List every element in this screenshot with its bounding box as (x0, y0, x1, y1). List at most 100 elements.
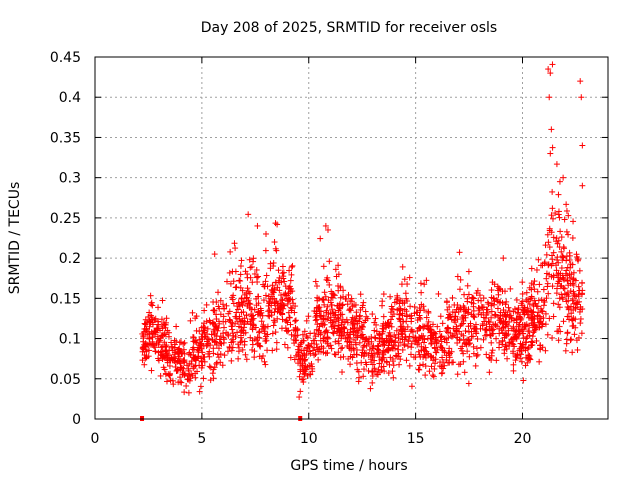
data-point (555, 337, 562, 344)
data-point (393, 327, 400, 334)
data-point (271, 239, 278, 246)
data-point (142, 321, 149, 328)
data-point (201, 358, 208, 365)
data-point (375, 346, 382, 353)
data-point (312, 317, 319, 324)
data-point (249, 337, 256, 344)
data-point (424, 335, 431, 342)
data-point (470, 343, 477, 350)
data-point (379, 355, 386, 362)
data-point (308, 363, 315, 370)
data-point (500, 307, 507, 314)
data-point (219, 362, 226, 369)
data-point (149, 302, 156, 309)
data-point (502, 318, 509, 325)
data-point (348, 295, 355, 302)
data-point (233, 284, 240, 291)
data-point (538, 307, 545, 314)
data-point (536, 281, 543, 288)
data-point (161, 366, 168, 373)
data-point (565, 212, 572, 219)
data-point (294, 346, 301, 353)
data-point (320, 349, 327, 356)
data-point (376, 360, 383, 367)
data-point (545, 261, 552, 268)
data-point (388, 338, 395, 345)
data-point (185, 389, 192, 396)
data-point (423, 277, 430, 284)
data-point (524, 311, 531, 318)
data-point (162, 348, 169, 355)
data-point (529, 315, 536, 322)
data-point (486, 332, 493, 339)
x-tick-label: 0 (91, 431, 100, 447)
data-point (491, 311, 498, 318)
data-point (447, 314, 454, 321)
data-point (338, 345, 345, 352)
data-point (238, 309, 245, 316)
data-point (338, 333, 345, 340)
data-point (263, 333, 270, 340)
data-point (518, 358, 525, 365)
data-point (570, 281, 577, 288)
data-point (262, 361, 269, 368)
data-point (216, 320, 223, 327)
data-point (530, 301, 537, 308)
data-point (240, 330, 247, 337)
data-point (565, 293, 572, 300)
data-point (266, 300, 273, 307)
data-point (275, 267, 282, 274)
data-point (221, 305, 228, 312)
data-point (462, 308, 469, 315)
data-point (400, 318, 407, 325)
data-point (493, 357, 500, 364)
data-point (486, 355, 493, 362)
data-point (332, 266, 339, 273)
data-point (461, 369, 468, 376)
data-point (443, 339, 450, 346)
data-point (460, 312, 467, 319)
data-point (335, 262, 342, 269)
data-point (369, 311, 376, 318)
data-point (380, 354, 387, 361)
data-point (402, 290, 409, 297)
data-point (561, 216, 568, 223)
data-point (550, 300, 557, 307)
data-point (486, 354, 493, 361)
data-point (194, 368, 201, 375)
data-point (238, 334, 245, 341)
data-point (486, 369, 493, 376)
data-point (367, 356, 374, 363)
data-point (554, 240, 561, 247)
data-point (528, 293, 535, 300)
data-point (470, 295, 477, 302)
grid-lines (95, 57, 608, 419)
data-point (159, 297, 166, 304)
data-point (387, 333, 394, 340)
data-point (174, 367, 181, 374)
data-point (418, 289, 425, 296)
data-point (422, 363, 429, 370)
data-point (535, 319, 542, 326)
data-point (227, 248, 234, 255)
data-point (308, 340, 315, 347)
data-point (579, 142, 586, 149)
data-point (196, 388, 203, 395)
data-point (526, 332, 533, 339)
data-point (146, 347, 153, 354)
data-point (344, 338, 351, 345)
data-point (388, 323, 395, 330)
data-point (262, 292, 269, 299)
data-point (388, 303, 395, 310)
data-point (307, 371, 314, 378)
data-point (422, 354, 429, 361)
data-point (406, 333, 413, 340)
data-point (541, 259, 548, 266)
data-point (427, 323, 434, 330)
data-point (448, 333, 455, 340)
data-point (348, 347, 355, 354)
data-point (355, 378, 362, 385)
data-point (271, 300, 278, 307)
data-point (336, 326, 343, 333)
data-point (224, 348, 231, 355)
